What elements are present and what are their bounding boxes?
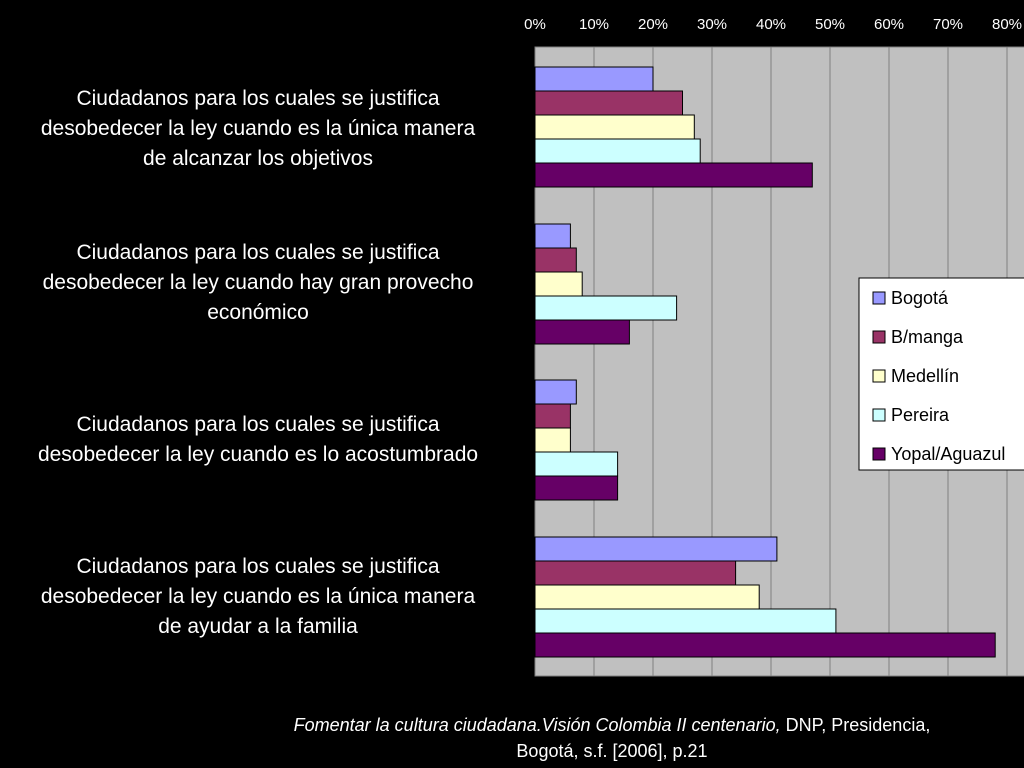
bar: [534, 271, 583, 297]
legend-swatch: [872, 291, 886, 305]
x-tick-label: 60%: [874, 16, 904, 33]
caption-italic-text: Fomentar la cultura ciudadana.Visión Col…: [293, 715, 781, 735]
category-label: Ciudadanos para los cuales se justifica d…: [0, 552, 516, 642]
category-label: Ciudadanos para los cuales se justifica d…: [0, 238, 516, 328]
bar: [534, 162, 813, 188]
category-label-line: Ciudadanos para los cuales se justifica: [76, 555, 440, 578]
bar: [534, 66, 654, 92]
x-axis-ticks: 0% 10% 20% 30% 40% 50% 60% 70% 80%: [524, 16, 1022, 33]
x-tick-label: 50%: [815, 16, 845, 33]
category-label: Ciudadanos para los cuales se justifica d…: [0, 84, 516, 174]
legend-swatch: [872, 330, 886, 344]
bars: [534, 66, 996, 658]
legend-swatch: [872, 447, 886, 461]
x-tick-label: 70%: [933, 16, 963, 33]
bar: [534, 536, 778, 562]
source-caption: Fomentar la cultura ciudadana.Visión Col…: [200, 712, 1024, 764]
bar: [534, 295, 678, 321]
legend-swatch: [872, 408, 886, 422]
bar: [534, 560, 737, 586]
category-label-line: desobedecer la ley cuando es lo acostumb…: [37, 443, 479, 466]
x-tick-label: 10%: [579, 16, 609, 33]
legend-box: [858, 277, 1024, 471]
category-label-line: Ciudadanos para los cuales se justifica: [76, 87, 440, 110]
bar: [534, 427, 571, 453]
bar: [534, 584, 760, 610]
legend-label: B/manga: [891, 327, 964, 347]
bar: [534, 223, 571, 249]
category-label: Ciudadanos para los cuales se justifica d…: [0, 410, 516, 470]
bar: [534, 379, 577, 405]
category-label-line: económico: [207, 301, 309, 324]
category-label-line: desobedecer la ley cuando hay gran prove…: [42, 271, 474, 294]
bar: [534, 608, 837, 634]
legend-label: Yopal/Aguazul: [891, 444, 1005, 464]
category-label-line: desobedecer la ley cuando es la única ma…: [40, 117, 476, 140]
legend: Bogotá B/manga Medellín Pereira Yopal/Aguazu…: [858, 277, 1024, 471]
category-label-line: Ciudadanos para los cuales se justifica: [76, 241, 440, 264]
bar: [534, 403, 571, 429]
bar: [534, 247, 577, 273]
x-tick-label: 80%: [992, 16, 1022, 33]
x-tick-label: 0%: [524, 16, 546, 33]
legend-label: Bogotá: [891, 288, 949, 308]
legend-label: Pereira: [891, 405, 950, 425]
category-label-line: de alcanzar los objetivos: [143, 147, 373, 170]
category-label-line: de ayudar a la familia: [158, 615, 358, 638]
legend-label: Medellín: [891, 366, 959, 386]
caption-plain-text-2: Bogotá, s.f. [2006], p.21: [516, 741, 708, 761]
bar: [534, 632, 996, 658]
category-label-line: desobedecer la ley cuando es la única ma…: [40, 585, 476, 608]
bar: [534, 451, 619, 477]
bar: [534, 90, 683, 116]
bar: [534, 319, 630, 345]
bar: [534, 475, 619, 501]
bar: [534, 114, 695, 140]
legend-swatch: [872, 369, 886, 383]
category-label-line: Ciudadanos para los cuales se justifica: [76, 413, 440, 436]
caption-plain-text-1: DNP, Presidencia,: [780, 715, 931, 735]
x-tick-label: 40%: [756, 16, 786, 33]
x-tick-label: 20%: [638, 16, 668, 33]
x-tick-label: 30%: [697, 16, 727, 33]
bar: [534, 138, 701, 164]
